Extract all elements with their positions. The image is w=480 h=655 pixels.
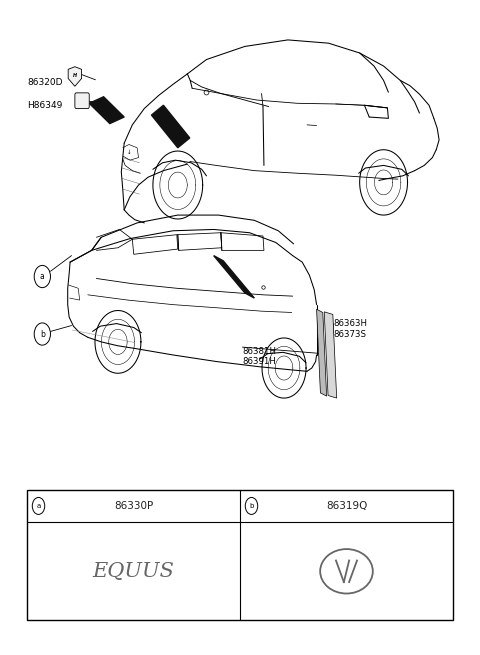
Text: 86319Q: 86319Q xyxy=(326,501,367,511)
Polygon shape xyxy=(317,309,326,396)
Text: 86363H: 86363H xyxy=(333,319,367,328)
Text: b: b xyxy=(40,329,45,339)
Text: b: b xyxy=(249,503,253,509)
Polygon shape xyxy=(214,255,254,298)
Text: a: a xyxy=(40,272,45,281)
FancyBboxPatch shape xyxy=(75,93,89,109)
Polygon shape xyxy=(68,67,82,86)
Text: 86381H: 86381H xyxy=(242,346,276,356)
Text: 86320D: 86320D xyxy=(27,78,62,87)
Polygon shape xyxy=(89,97,124,124)
Text: 86391H: 86391H xyxy=(242,357,276,366)
Text: 86373S: 86373S xyxy=(333,329,366,339)
Polygon shape xyxy=(324,312,336,398)
Text: 86330P: 86330P xyxy=(114,501,153,511)
Bar xyxy=(27,489,453,620)
Text: a: a xyxy=(36,503,41,509)
Text: EQUUS: EQUUS xyxy=(93,562,174,581)
Text: H86349: H86349 xyxy=(27,101,62,110)
Text: H: H xyxy=(73,73,77,79)
Polygon shape xyxy=(152,105,190,148)
Text: ↓: ↓ xyxy=(127,150,131,155)
